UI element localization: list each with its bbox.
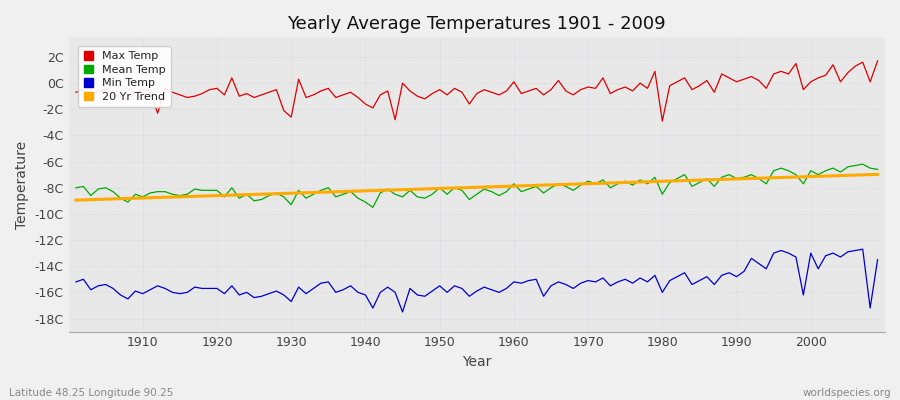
Y-axis label: Temperature: Temperature: [15, 140, 29, 228]
Text: Latitude 48.25 Longitude 90.25: Latitude 48.25 Longitude 90.25: [9, 388, 174, 398]
Title: Yearly Average Temperatures 1901 - 2009: Yearly Average Temperatures 1901 - 2009: [287, 15, 666, 33]
Legend: Max Temp, Mean Temp, Min Temp, 20 Yr Trend: Max Temp, Mean Temp, Min Temp, 20 Yr Tre…: [78, 46, 171, 107]
X-axis label: Year: Year: [462, 355, 491, 369]
Text: worldspecies.org: worldspecies.org: [803, 388, 891, 398]
